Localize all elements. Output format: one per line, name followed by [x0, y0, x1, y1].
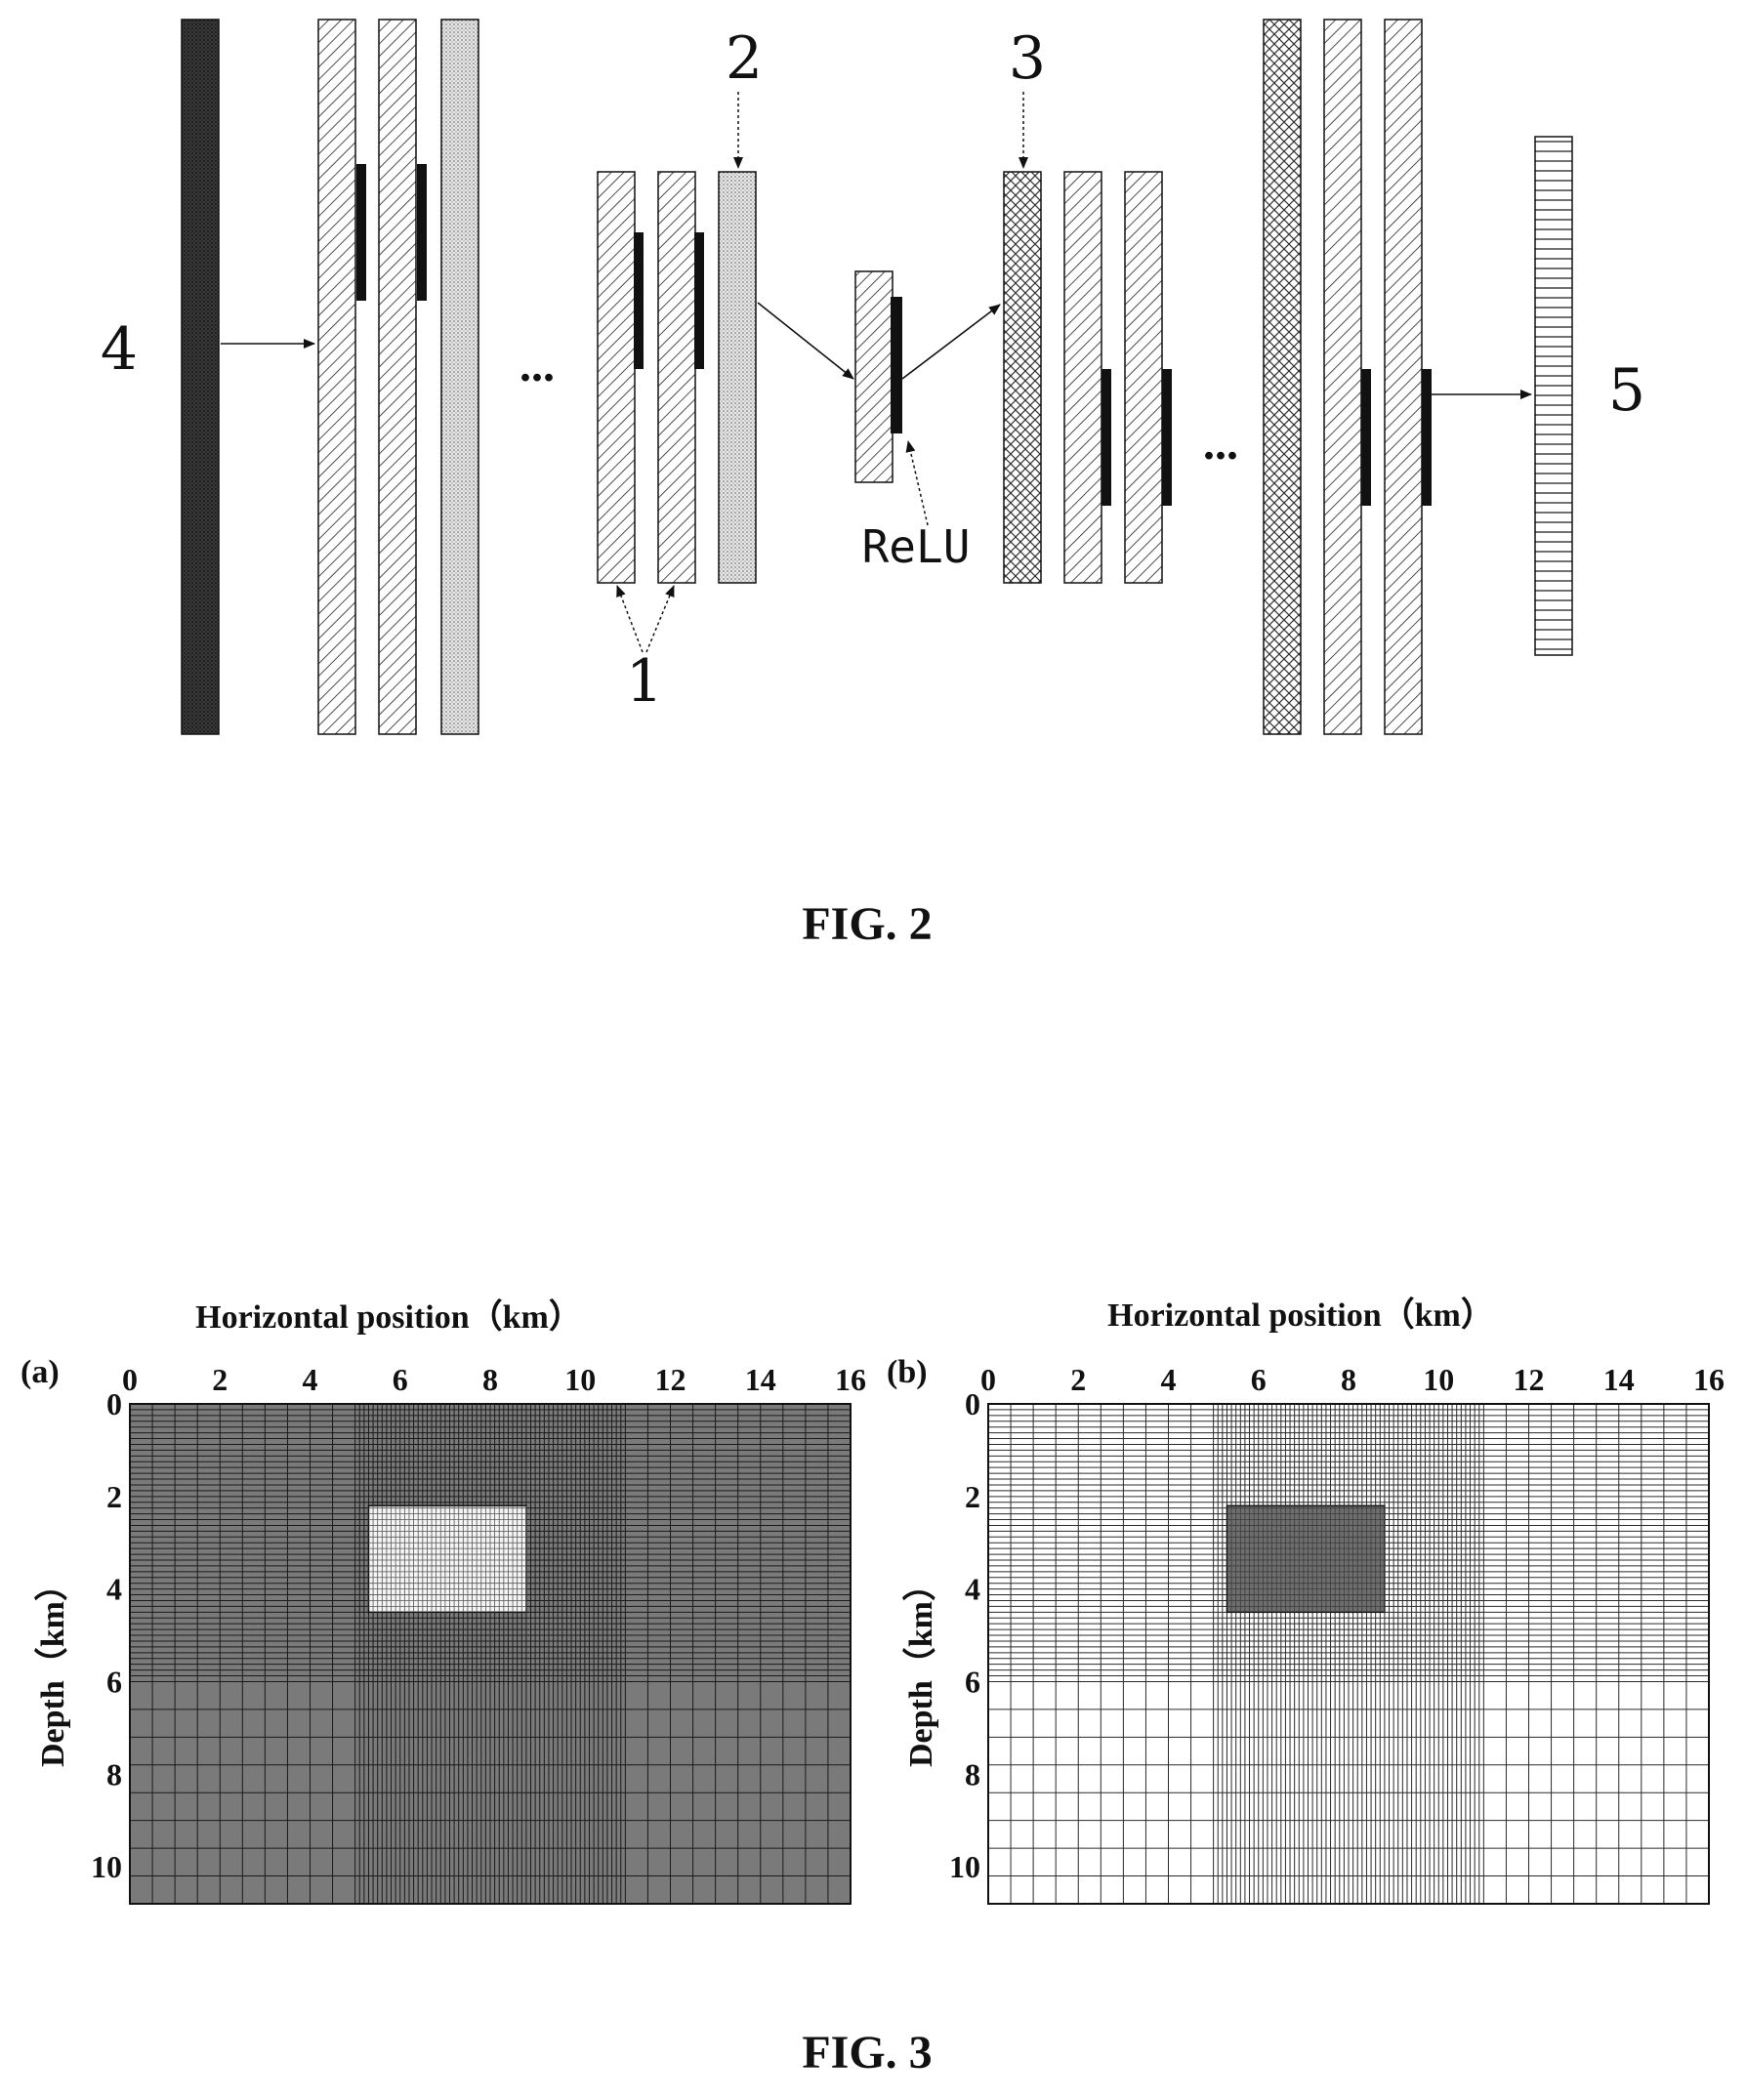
x-tick-label: 2	[1070, 1362, 1086, 1397]
relu-bar	[891, 297, 902, 433]
x-tick-label: 8	[1341, 1362, 1356, 1397]
panel-b: (b) Horizontal position（km） Depth（km） 0 2…	[887, 1296, 1725, 1905]
relu-bar	[1361, 369, 1371, 506]
y-axis-title: Depth（km）	[901, 1568, 939, 1767]
relu-bar	[1102, 369, 1111, 506]
arrow-conv-label-right	[645, 585, 675, 653]
x-tick-label: 14	[1603, 1362, 1635, 1397]
x-tick-label: 14	[745, 1362, 776, 1397]
x-tick-label: 6	[393, 1362, 408, 1397]
y-tick-label: 4	[965, 1572, 980, 1607]
conv-layer	[378, 19, 417, 735]
x-tick-label: 4	[1161, 1362, 1177, 1397]
y-tick-label: 2	[106, 1479, 122, 1514]
relu-bar	[417, 164, 427, 301]
y-tick-label: 8	[106, 1756, 122, 1791]
x-tick-label: 0	[980, 1362, 996, 1397]
label-upsample: 3	[1009, 24, 1046, 93]
label-input: 4	[101, 315, 138, 384]
plot-frame	[987, 1403, 1710, 1905]
x-tick-label: 16	[835, 1362, 866, 1397]
upsampling-layer	[1003, 171, 1042, 584]
panel-label: (a)	[21, 1354, 60, 1390]
anomaly-block	[1226, 1504, 1386, 1614]
y-tick-label: 4	[106, 1572, 122, 1607]
label-conv: 1	[626, 647, 663, 716]
label-relu: ReLU	[862, 520, 971, 573]
conv-layer	[657, 171, 696, 584]
relu-bar	[634, 232, 644, 369]
y-tick-labels: 0 2 4 6 8 10	[949, 1386, 980, 1884]
relu-bar	[1162, 369, 1172, 506]
relu-bar	[1422, 369, 1432, 506]
conv-layer	[597, 171, 636, 584]
conv-layer	[1384, 19, 1423, 735]
y-tick-label: 10	[949, 1849, 980, 1884]
ellipsis-encoder: ...	[520, 340, 555, 391]
anomaly-mesh	[1226, 1505, 1386, 1613]
input-layer	[181, 19, 220, 735]
arrow-to-bottleneck	[757, 302, 854, 380]
fig3-caption: FIG. 3	[802, 2027, 932, 2079]
x-tick-label: 12	[655, 1362, 686, 1397]
y-tick-labels: 0 2 4 6 8 10	[91, 1386, 122, 1884]
y-tick-label: 6	[106, 1664, 122, 1699]
x-axis-title: Horizontal position（km）	[195, 1297, 582, 1336]
y-tick-label: 0	[965, 1386, 980, 1421]
x-tick-label: 6	[1251, 1362, 1267, 1397]
panel-label: (b)	[887, 1354, 928, 1390]
x-tick-label: 4	[303, 1362, 318, 1397]
panel-a: (a) Horizontal position（km） Depth（km） 0 2…	[21, 1297, 866, 1905]
anomaly-mesh	[368, 1505, 527, 1613]
x-tick-label: 0	[122, 1362, 138, 1397]
y-tick-label: 8	[965, 1756, 980, 1791]
encoder-block-2	[597, 171, 757, 584]
mesh-grid	[129, 1403, 852, 1905]
y-axis-title: Depth（km）	[33, 1568, 71, 1767]
x-tick-label: 8	[482, 1362, 498, 1397]
plot-frame	[129, 1403, 852, 1905]
conv-layer	[1124, 171, 1163, 584]
arrow-relu-label	[905, 440, 929, 526]
encoder-block-1	[317, 19, 479, 735]
x-tick-labels: 0 2 4 6 8 10 12 14 16	[980, 1362, 1725, 1397]
conv-layer	[1063, 171, 1102, 584]
fig2-caption: FIG. 2	[802, 898, 932, 950]
conv-layer	[317, 19, 356, 735]
decoder-block-2	[1263, 19, 1432, 735]
y-tick-label: 0	[106, 1386, 122, 1421]
relu-bar	[356, 164, 366, 301]
x-tick-label: 16	[1693, 1362, 1725, 1397]
relu-bar	[694, 232, 704, 369]
y-tick-label: 2	[965, 1479, 980, 1514]
y-tick-label: 10	[91, 1849, 122, 1884]
x-tick-labels: 0 2 4 6 8 10 12 14 16	[122, 1362, 866, 1397]
anomaly-block	[367, 1504, 527, 1614]
x-tick-label: 2	[212, 1362, 228, 1397]
mesh-grid	[987, 1403, 1710, 1905]
x-tick-label: 10	[1423, 1362, 1454, 1397]
pooling-layer	[718, 171, 757, 584]
x-axis-title: Horizontal position（km）	[1107, 1296, 1494, 1334]
arrow-from-bottleneck	[901, 304, 1001, 380]
output-layer	[1534, 136, 1573, 656]
network-architecture-diagram: 4 ... 2 ReLU 3 ...	[101, 19, 1645, 950]
label-pool: 2	[726, 24, 763, 93]
ellipsis-decoder: ...	[1203, 418, 1238, 470]
conv-layer	[1323, 19, 1362, 735]
x-tick-label: 12	[1514, 1362, 1545, 1397]
pooling-layer	[440, 19, 479, 735]
label-output: 5	[1608, 356, 1645, 425]
upsampling-layer	[1263, 19, 1302, 735]
arrow-conv-label-left	[616, 585, 644, 653]
x-tick-label: 10	[564, 1362, 596, 1397]
y-tick-label: 6	[965, 1664, 980, 1699]
decoder-block-1	[1003, 171, 1172, 584]
